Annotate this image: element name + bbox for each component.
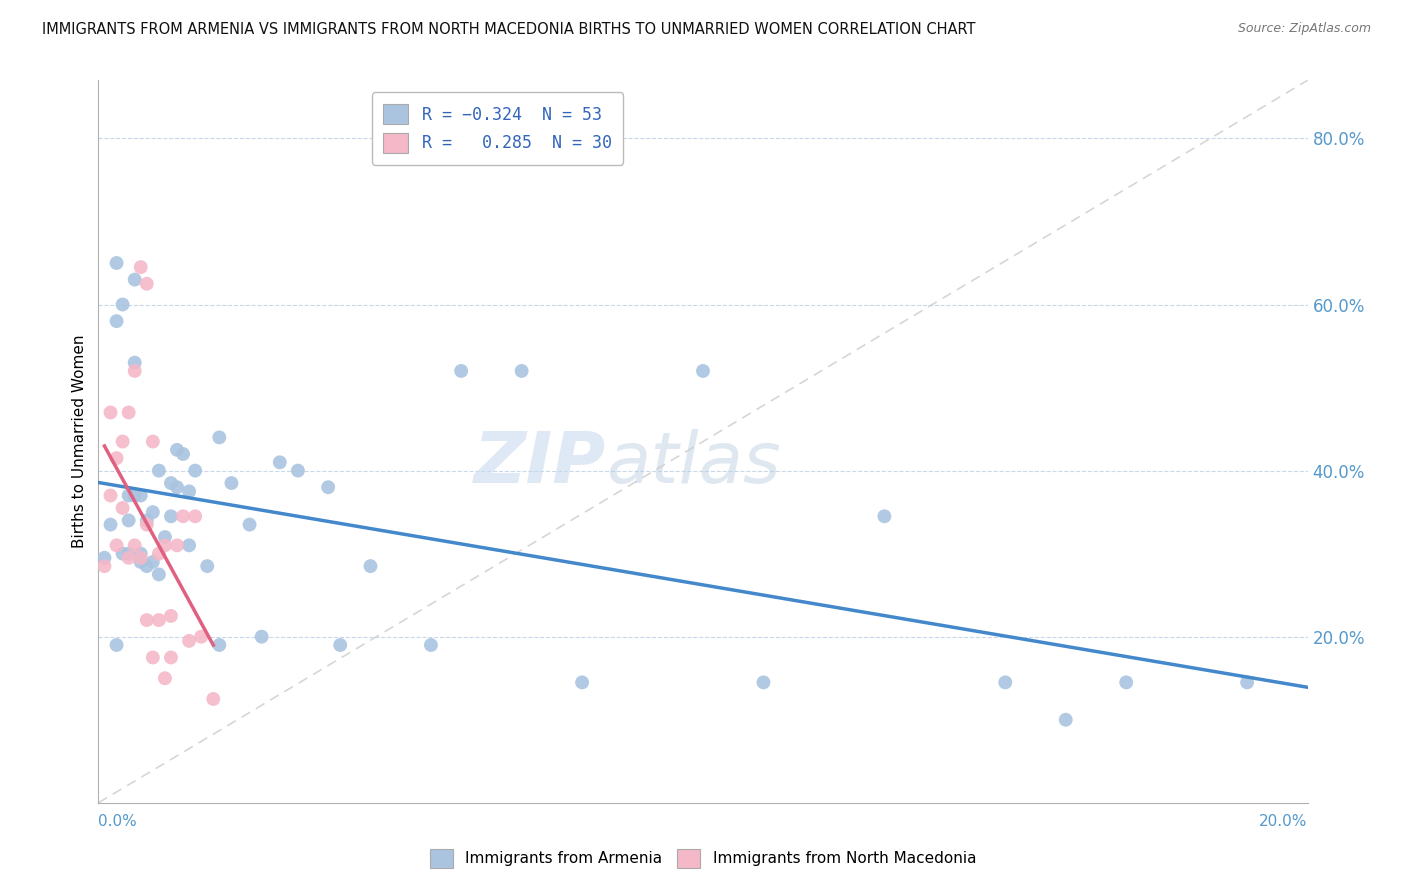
Point xyxy=(105,314,128,328)
Point xyxy=(190,630,212,644)
Point xyxy=(1236,675,1258,690)
Legend: Immigrants from Armenia, Immigrants from North Macedonia: Immigrants from Armenia, Immigrants from… xyxy=(423,843,983,873)
Text: 20.0%: 20.0% xyxy=(1260,814,1308,829)
Point xyxy=(510,364,533,378)
Point xyxy=(105,538,128,552)
Point xyxy=(105,256,128,270)
Point xyxy=(148,464,170,478)
Point xyxy=(195,559,218,574)
Point xyxy=(129,550,152,565)
Point xyxy=(93,550,115,565)
Text: ZIP: ZIP xyxy=(474,429,606,498)
Text: 0.0%: 0.0% xyxy=(98,814,138,829)
Point xyxy=(148,613,170,627)
Point xyxy=(111,547,134,561)
Point xyxy=(100,489,122,503)
Point xyxy=(360,559,382,574)
Point xyxy=(269,455,291,469)
Point xyxy=(129,260,152,274)
Point xyxy=(148,547,170,561)
Point xyxy=(692,364,714,378)
Point xyxy=(124,489,146,503)
Point xyxy=(571,675,593,690)
Point xyxy=(142,434,165,449)
Point xyxy=(160,509,183,524)
Point xyxy=(160,476,183,491)
Point xyxy=(166,442,188,457)
Point xyxy=(142,555,165,569)
Point xyxy=(239,517,262,532)
Point xyxy=(450,364,472,378)
Point xyxy=(124,364,146,378)
Point xyxy=(179,633,201,648)
Point xyxy=(111,434,134,449)
Point xyxy=(208,638,231,652)
Point xyxy=(129,489,152,503)
Point xyxy=(250,630,273,644)
Point xyxy=(118,405,141,419)
Point xyxy=(153,530,176,544)
Point xyxy=(142,650,165,665)
Point xyxy=(172,509,194,524)
Point xyxy=(153,538,176,552)
Text: Source: ZipAtlas.com: Source: ZipAtlas.com xyxy=(1237,22,1371,36)
Point xyxy=(202,692,225,706)
Legend: R = −0.324  N = 53, R =   0.285  N = 30: R = −0.324 N = 53, R = 0.285 N = 30 xyxy=(371,92,623,164)
Point xyxy=(124,538,146,552)
Point xyxy=(135,559,157,574)
Point xyxy=(166,538,188,552)
Point xyxy=(166,480,188,494)
Point xyxy=(118,547,141,561)
Point xyxy=(208,430,231,444)
Point xyxy=(172,447,194,461)
Point xyxy=(184,509,207,524)
Point xyxy=(1115,675,1137,690)
Point xyxy=(135,277,157,291)
Point xyxy=(148,567,170,582)
Point xyxy=(287,464,309,478)
Point xyxy=(160,609,183,624)
Point xyxy=(994,675,1017,690)
Point xyxy=(184,464,207,478)
Point xyxy=(118,513,141,527)
Point xyxy=(135,613,157,627)
Point xyxy=(873,509,896,524)
Point xyxy=(142,505,165,519)
Point xyxy=(420,638,443,652)
Point xyxy=(160,650,183,665)
Point xyxy=(100,517,122,532)
Point xyxy=(105,451,128,466)
Point xyxy=(179,484,201,499)
Point xyxy=(93,559,115,574)
Point xyxy=(118,550,141,565)
Point xyxy=(105,638,128,652)
Point xyxy=(118,489,141,503)
Point xyxy=(129,555,152,569)
Text: IMMIGRANTS FROM ARMENIA VS IMMIGRANTS FROM NORTH MACEDONIA BIRTHS TO UNMARRIED W: IMMIGRANTS FROM ARMENIA VS IMMIGRANTS FR… xyxy=(42,22,976,37)
Point xyxy=(221,476,243,491)
Point xyxy=(179,538,201,552)
Point xyxy=(100,405,122,419)
Point xyxy=(135,517,157,532)
Point xyxy=(111,500,134,515)
Point xyxy=(135,513,157,527)
Point xyxy=(316,480,339,494)
Text: atlas: atlas xyxy=(606,429,780,498)
Point xyxy=(124,272,146,286)
Point xyxy=(752,675,775,690)
Point xyxy=(111,297,134,311)
Point xyxy=(124,356,146,370)
Point xyxy=(129,547,152,561)
Point xyxy=(153,671,176,685)
Point xyxy=(329,638,352,652)
Y-axis label: Births to Unmarried Women: Births to Unmarried Women xyxy=(72,334,87,549)
Point xyxy=(1054,713,1077,727)
